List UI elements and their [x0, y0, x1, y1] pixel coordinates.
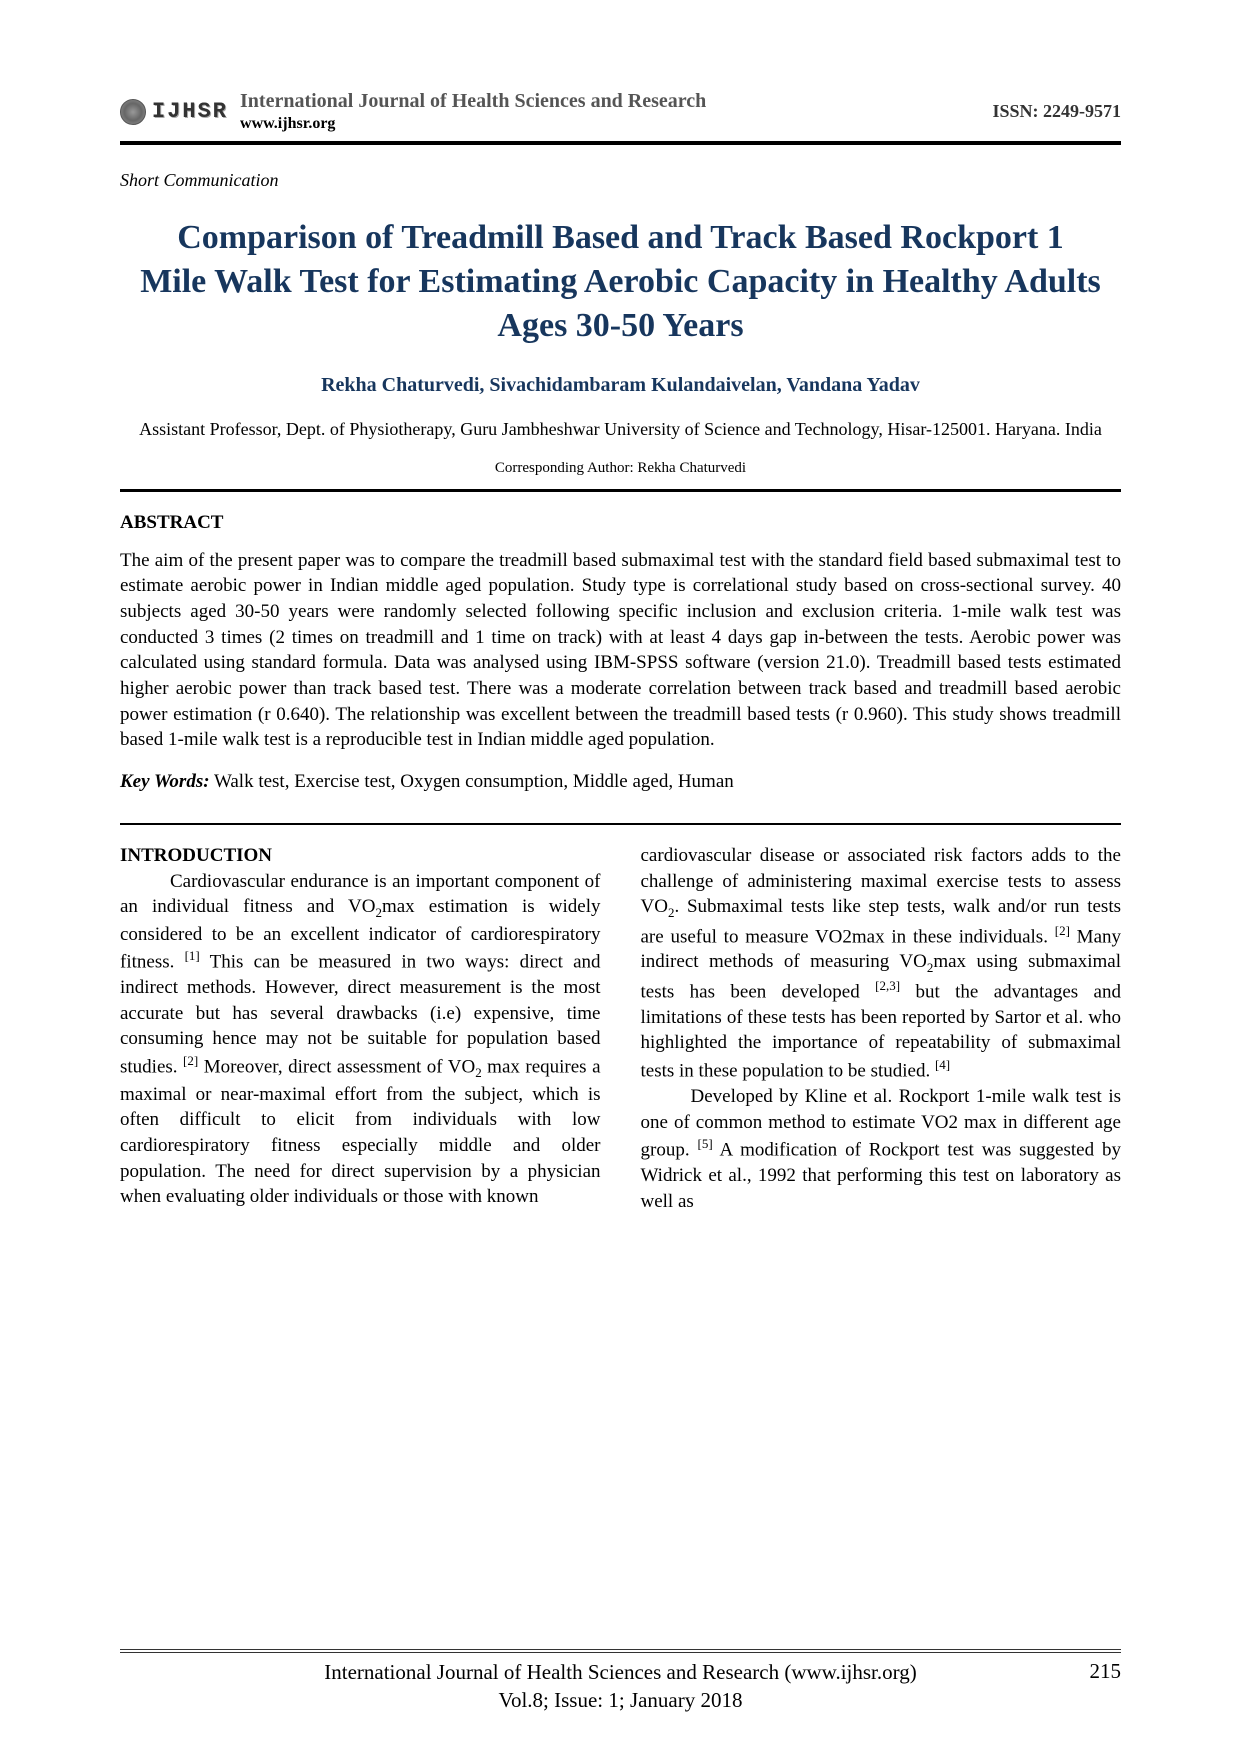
journal-header: IJHSR International Journal of Health Sc… — [120, 90, 1121, 145]
column-right: cardiovascular disease or associated ris… — [641, 843, 1122, 1215]
divider-top — [120, 489, 1121, 492]
divider-abstract-end — [120, 823, 1121, 825]
logo-block: IJHSR — [120, 99, 228, 125]
text-fragment: max requires a maximal or near-maximal e… — [120, 1056, 601, 1207]
intro-paragraph-2-right: Developed by Kline et al. Rockport 1-mil… — [641, 1084, 1122, 1215]
text-fragment: Moreover, direct assessment of VO — [198, 1056, 475, 1077]
header-text-group: International Journal of Health Sciences… — [240, 90, 706, 133]
citation-ref: [5] — [697, 1136, 712, 1151]
citation-ref: [2] — [183, 1053, 198, 1068]
author-affiliation: Assistant Professor, Dept. of Physiother… — [120, 417, 1121, 442]
keywords-line: Key Words: Walk test, Exercise test, Oxy… — [120, 771, 1121, 793]
issn-label: ISSN: 2249-9571 — [992, 101, 1121, 122]
logo-text: IJHSR — [152, 99, 228, 124]
column-left: INTRODUCTION Cardiovascular endurance is… — [120, 843, 601, 1215]
journal-full-name: International Journal of Health Sciences… — [240, 90, 706, 113]
abstract-heading: ABSTRACT — [120, 512, 1121, 534]
keywords-text: Walk test, Exercise test, Oxygen consump… — [210, 771, 734, 792]
journal-website: www.ijhsr.org — [240, 115, 706, 133]
footer-journal-line: International Journal of Health Sciences… — [180, 1659, 1061, 1686]
footer-issue-line: Vol.8; Issue: 1; January 2018 — [180, 1687, 1061, 1714]
citation-ref: [2] — [1055, 923, 1070, 938]
citation-ref: [1] — [185, 948, 200, 963]
corresponding-author: Corresponding Author: Rekha Chaturvedi — [120, 460, 1121, 477]
page-footer: International Journal of Health Sciences… — [120, 1649, 1121, 1714]
abstract-text: The aim of the present paper was to comp… — [120, 548, 1121, 753]
logo-icon — [120, 99, 146, 125]
header-left-block: IJHSR International Journal of Health Sc… — [120, 90, 706, 133]
citation-ref: [2,3] — [875, 978, 900, 993]
article-type: Short Communication — [120, 170, 1121, 191]
authors-list: Rekha Chaturvedi, Sivachidambaram Kuland… — [120, 374, 1121, 397]
body-two-column: INTRODUCTION Cardiovascular endurance is… — [120, 843, 1121, 1215]
intro-paragraph-1-left: Cardiovascular endurance is an important… — [120, 869, 601, 1210]
text-fragment: A modification of Rockport test was sugg… — [641, 1140, 1122, 1212]
footer-center: International Journal of Health Sciences… — [180, 1659, 1061, 1714]
keywords-label: Key Words: — [120, 771, 210, 792]
footer-content: International Journal of Health Sciences… — [120, 1649, 1121, 1714]
text-fragment: . Submaximal tests like step tests, walk… — [641, 896, 1122, 947]
page-number: 215 — [1061, 1659, 1121, 1684]
article-title: Comparison of Treadmill Based and Track … — [120, 216, 1121, 349]
introduction-heading: INTRODUCTION — [120, 843, 601, 869]
intro-paragraph-1-right: cardiovascular disease or associated ris… — [641, 843, 1122, 1084]
citation-ref: [4] — [935, 1057, 950, 1072]
